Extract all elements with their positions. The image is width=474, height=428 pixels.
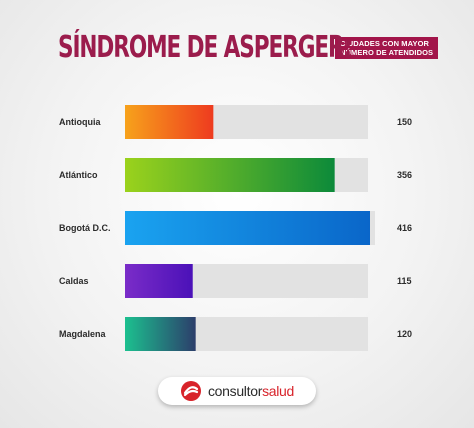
chart-subtitle-badge: CIUDADES CON MAYOR NÚMERO DE ATENDIDOS [335,36,439,59]
bar-magdalena [125,317,196,351]
bar-chart: Antioquia 150 Atlántico 356 Bogotá D.C. 416 Ca… [59,105,412,351]
chart-subtitle-line1: CIUDADES CON MAYOR [340,38,430,48]
brand-name-part2: salud [262,383,295,399]
bar-antioquia [125,105,214,139]
bar-atl-ntico [125,158,335,192]
value-label: 150 [397,117,412,127]
brand-logo[interactable]: consultorsalud [158,377,316,405]
category-label: Magdalena [59,329,107,339]
value-label: 115 [397,276,412,286]
brand-name-part1: consultor [207,383,263,399]
category-label: Antioquia [59,117,101,127]
bar-caldas [125,264,193,298]
brand-name: consultorsalud [208,383,294,399]
category-label: Caldas [59,276,89,286]
chart-header: SÍNDROME DE ASPERGER: CIUDADES CON MAYOR… [58,30,439,65]
category-label: Bogotá D.C. [59,223,111,233]
bar-bogot-d-c- [125,211,370,245]
value-label: 120 [397,329,412,339]
category-label: Atlántico [59,170,98,180]
brand-mark-icon [180,381,201,401]
value-label: 416 [397,223,412,233]
chart-subtitle-line2: NÚMERO DE ATENDIDOS [340,47,434,57]
value-label: 356 [397,170,412,180]
